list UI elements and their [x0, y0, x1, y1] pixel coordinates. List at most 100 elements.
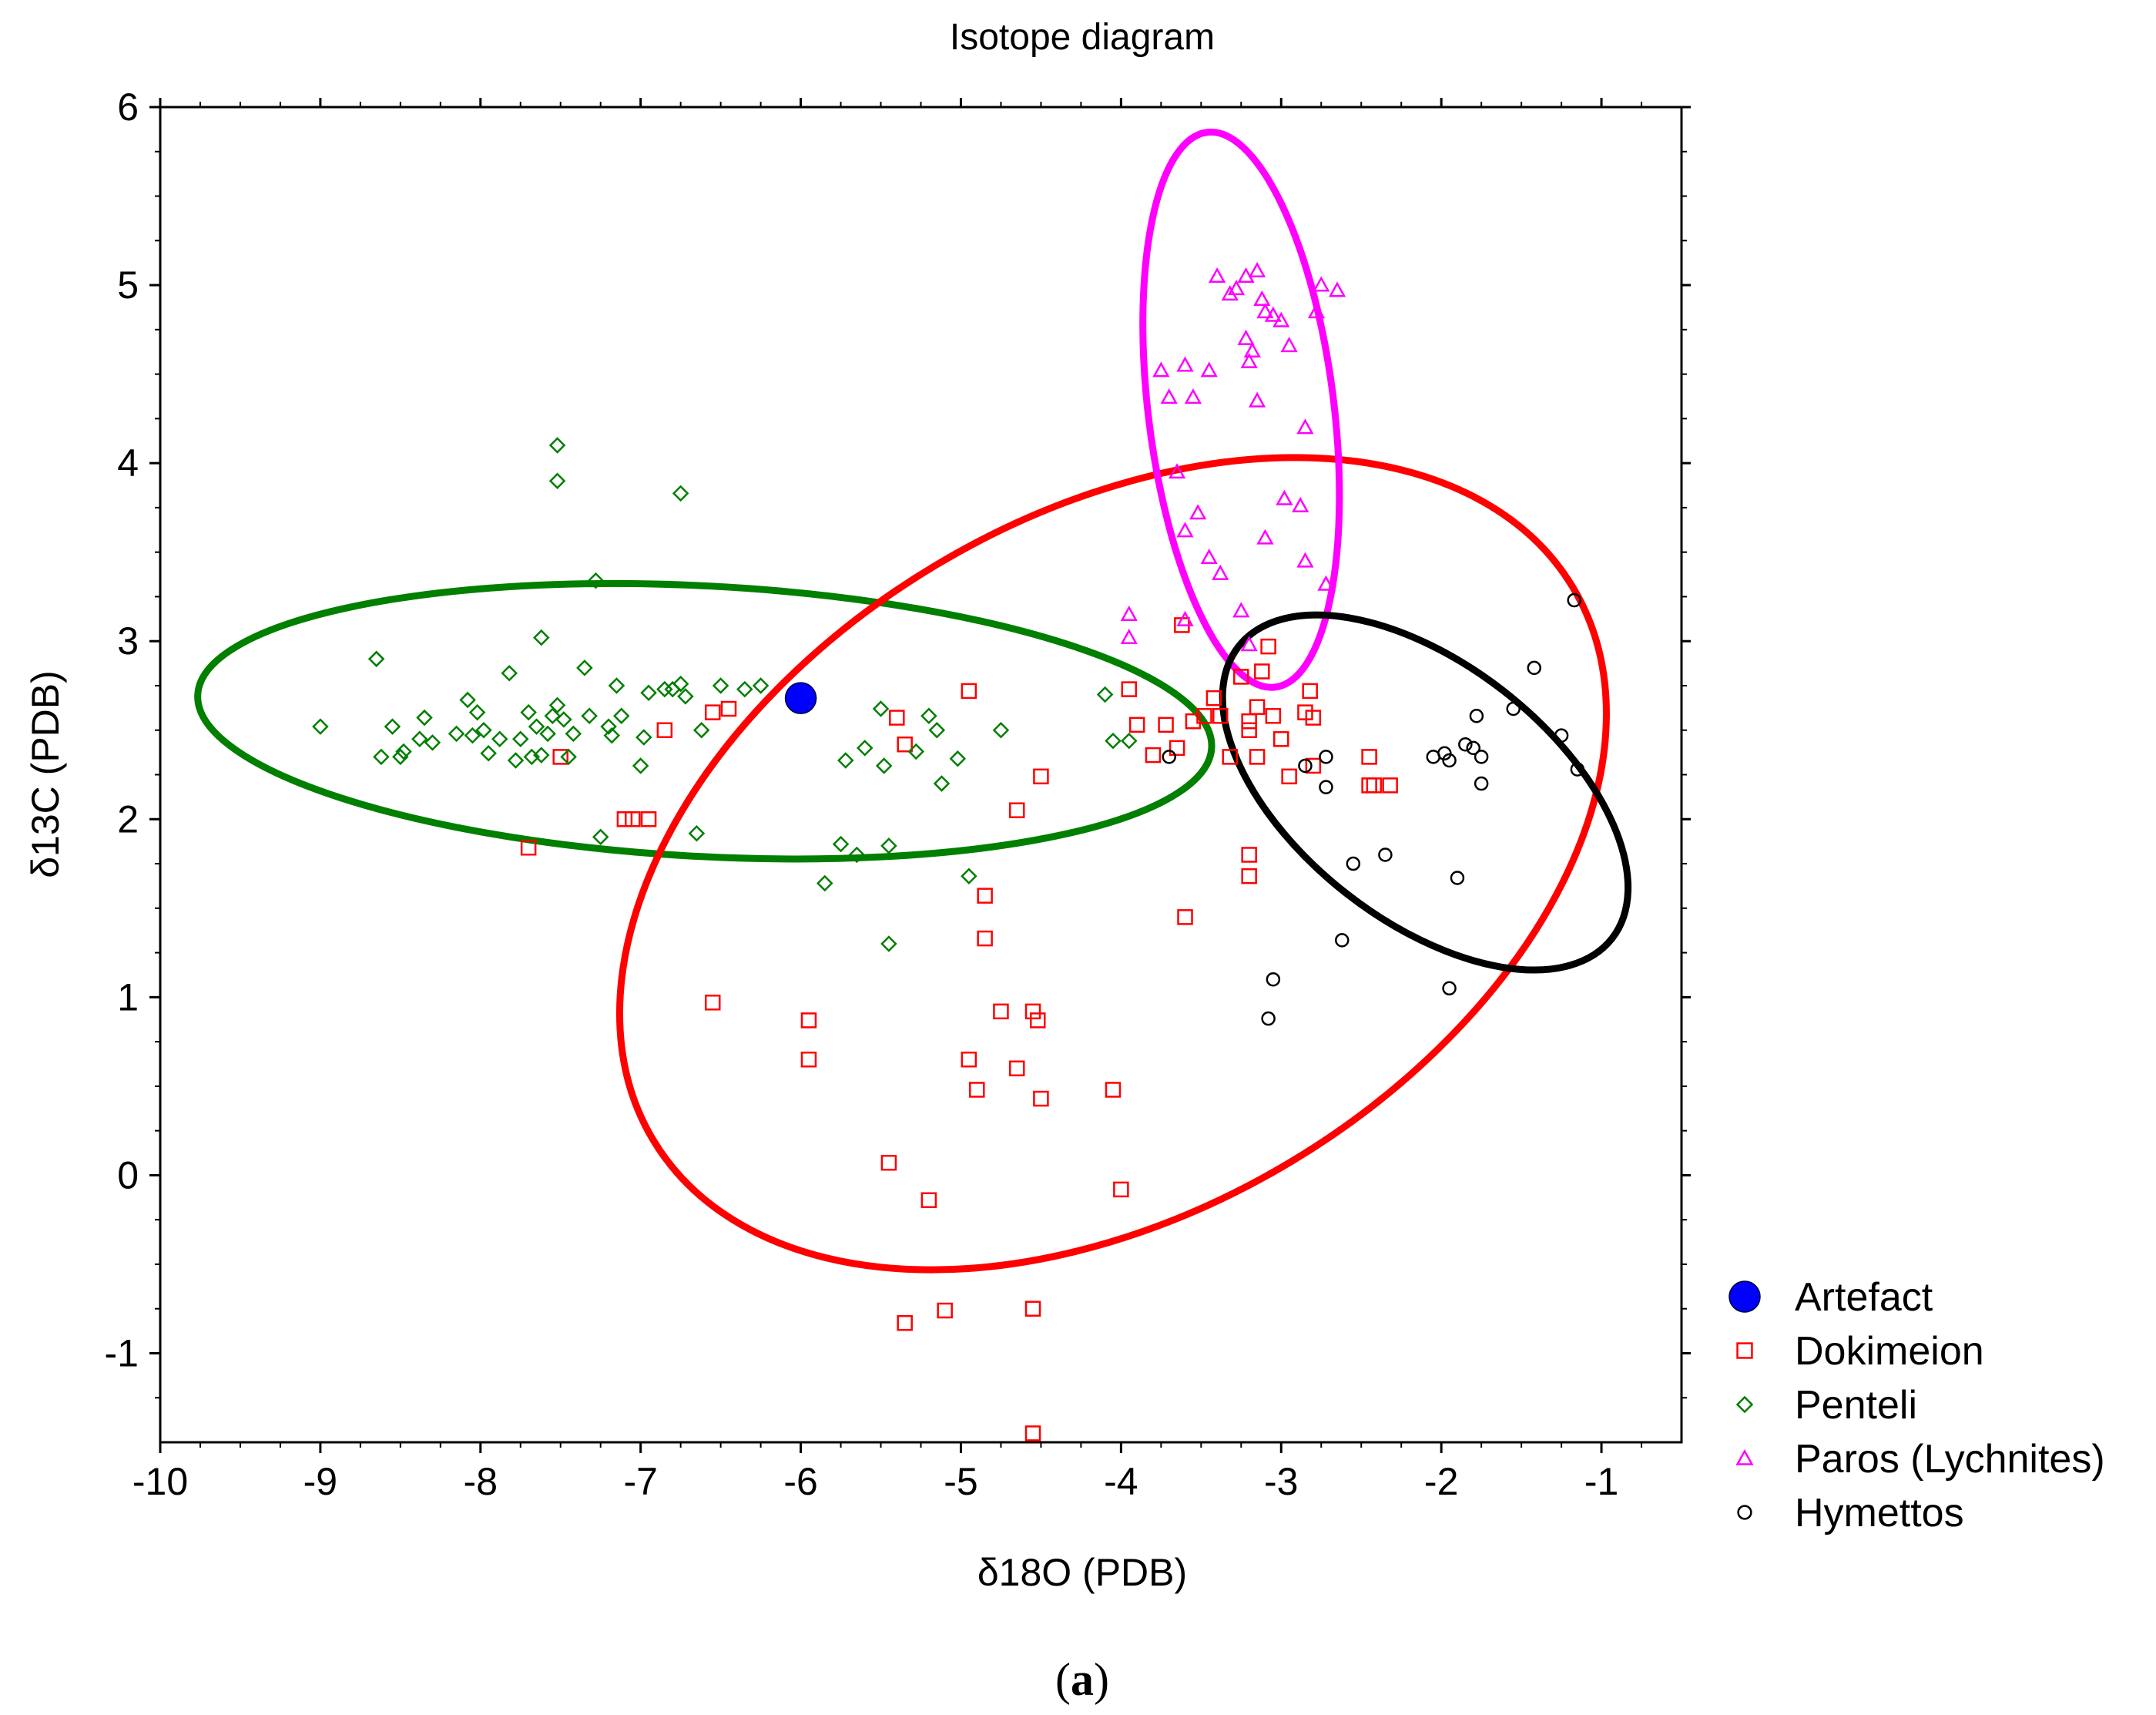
legend-marker-artefact — [1728, 1280, 1761, 1313]
dokimeion-point — [1113, 1181, 1129, 1198]
dokimeion-point — [1185, 713, 1202, 730]
penteli-point — [692, 721, 710, 739]
legend-marker-paros-lychnites — [1735, 1448, 1754, 1465]
penteli-point — [603, 727, 621, 744]
penteli-point — [848, 846, 866, 864]
penteli-point — [872, 700, 890, 717]
penteli-point — [528, 718, 545, 735]
dokimeion-point — [1008, 1060, 1025, 1077]
paros-lychnites-point — [1176, 522, 1194, 538]
dokimeion-point — [937, 1302, 953, 1319]
dokimeion-point — [920, 1192, 937, 1208]
dokimeion-point — [552, 749, 568, 765]
hymettos-point — [1450, 871, 1465, 885]
paros-lychnites-point — [1120, 629, 1138, 645]
legend-label-hymettos: Hymettos — [1795, 1491, 1964, 1535]
dokimeion-point — [704, 704, 721, 720]
dokimeion-point — [1302, 683, 1318, 700]
dokimeion-point — [1361, 749, 1377, 765]
legend-label-penteli: Penteli — [1795, 1383, 1917, 1428]
hymettos-point — [1319, 750, 1333, 764]
hymettos-point — [1554, 728, 1569, 743]
penteli-point — [635, 729, 652, 746]
legend-label-dokimeion: Dokimeion — [1795, 1329, 1984, 1374]
hymettos-point — [1527, 660, 1541, 676]
dokimeion-point — [1233, 669, 1249, 685]
figure-caption: (a) — [1055, 1654, 1109, 1705]
x-tick-label: -1 — [1584, 1460, 1618, 1503]
penteli-point — [672, 675, 689, 693]
hymettos-point — [1570, 762, 1585, 777]
penteli-point — [533, 747, 550, 764]
legend-marker-hymettos — [1737, 1505, 1752, 1520]
penteli-point — [416, 709, 433, 727]
y-axis-label: δ13C (PDB) — [24, 670, 67, 878]
dokimeion-point — [720, 700, 737, 717]
paros-lychnites-point — [1200, 361, 1218, 378]
paros-lychnites-point — [1152, 361, 1170, 378]
y-tick-label: -1 — [105, 1331, 139, 1374]
penteli-point — [384, 718, 401, 735]
paros-lychnites-point — [1296, 418, 1314, 435]
penteli-point — [612, 707, 630, 725]
y-tick-label: 6 — [117, 86, 139, 129]
paros-lychnites-point — [1176, 356, 1194, 372]
hymettos-point — [1567, 592, 1581, 608]
paros-lychnites-point — [1120, 605, 1138, 621]
penteli-point — [548, 472, 566, 490]
plot-area-frame — [159, 106, 1683, 1444]
penteli-point — [507, 752, 525, 769]
paros-lychnites-point — [1296, 552, 1314, 568]
dokimeion-point — [1297, 704, 1313, 720]
y-tick-label: 5 — [117, 263, 139, 307]
paros-lychnites-point — [1317, 575, 1335, 591]
hymettos-point — [1162, 750, 1176, 764]
penteli-point — [600, 718, 617, 735]
dokimeion-point — [1305, 757, 1322, 774]
y-tick-label: 1 — [117, 975, 139, 1019]
artefact-point — [784, 682, 817, 714]
penteli-point — [992, 721, 1010, 739]
penteli-point — [632, 757, 649, 774]
penteli-point — [672, 485, 689, 502]
penteli-point — [533, 629, 550, 646]
paros-lychnites-point — [1307, 303, 1326, 319]
hymettos-point — [1266, 972, 1281, 987]
dokimeion-point — [520, 839, 537, 856]
penteli-point — [548, 437, 566, 454]
dokimeion-point — [1254, 663, 1270, 680]
penteli-point — [312, 718, 329, 735]
dokimeion-point — [1177, 909, 1193, 925]
dokimeion-ellipse — [615, 454, 1610, 1274]
paros-lychnites-point — [1248, 262, 1266, 278]
dokimeion-point — [969, 1082, 985, 1098]
confidence-ellipses — [194, 128, 1632, 1274]
hymettos-ellipse — [1219, 611, 1632, 974]
dokimeion-point — [1265, 707, 1282, 724]
x-tick-label: -6 — [783, 1460, 817, 1503]
paros-lychnites-point — [1189, 504, 1207, 520]
penteli-point — [459, 691, 476, 709]
penteli-point — [837, 752, 854, 769]
dokimeion-point — [1205, 690, 1222, 706]
dokimeion-point — [1249, 699, 1266, 715]
dokimeion-point — [889, 710, 905, 726]
paros-lychnites-point — [1256, 303, 1274, 319]
paros-lychnites-point — [1184, 388, 1202, 404]
dokimeion-point — [897, 1314, 913, 1331]
dokimeion-point — [1158, 717, 1174, 733]
dokimeion-point — [1145, 747, 1162, 764]
dokimeion-point — [1241, 868, 1257, 884]
hymettos-point — [1319, 780, 1333, 794]
paros-lychnites-point — [1276, 489, 1293, 505]
dokimeion-point — [704, 995, 721, 1011]
penteli-point — [523, 748, 541, 766]
penteli-point — [555, 711, 572, 728]
dokimeion-point — [640, 811, 657, 827]
dokimeion-point — [1273, 731, 1289, 747]
dokimeion-point — [1382, 777, 1398, 794]
x-tick-label: -7 — [623, 1460, 657, 1503]
paros-lychnites-point — [1160, 388, 1178, 404]
penteli-point — [544, 707, 562, 725]
